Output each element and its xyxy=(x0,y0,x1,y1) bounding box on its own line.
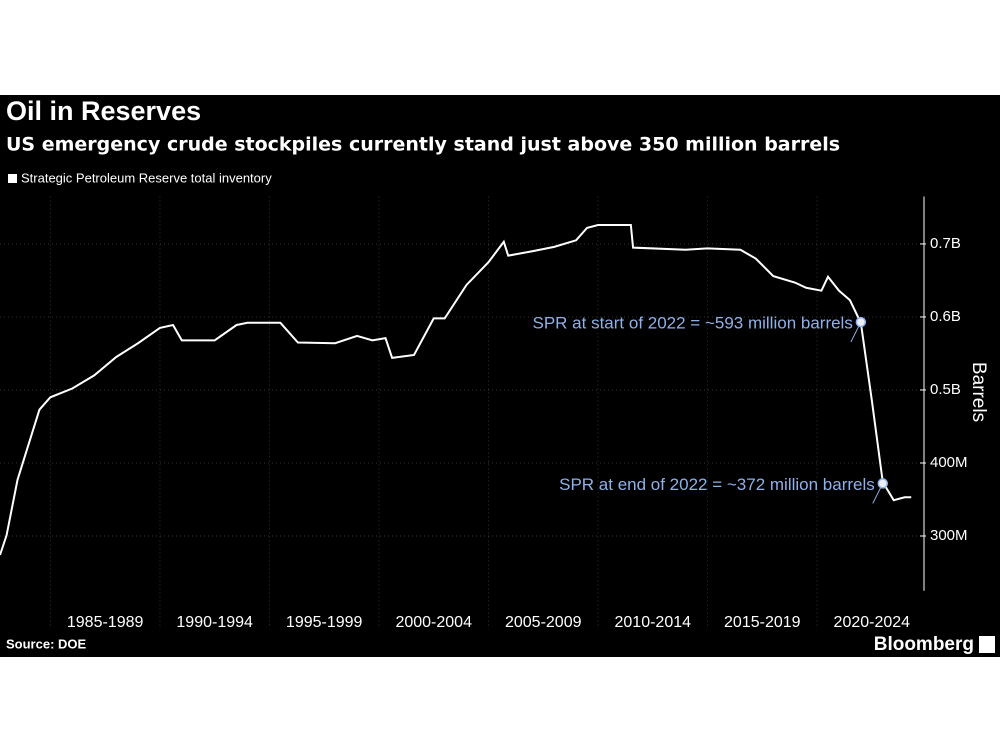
chart-title: Oil in Reserves xyxy=(6,96,201,126)
annotation-text: SPR at end of 2022 = ~372 million barrel… xyxy=(559,475,875,494)
legend-label: Strategic Petroleum Reserve total invent… xyxy=(21,170,272,185)
y-tick-label: 400M xyxy=(930,454,968,471)
x-tick-label: 2020-2024 xyxy=(834,614,911,631)
annotation-text: SPR at start of 2022 = ~593 million barr… xyxy=(533,314,853,333)
x-tick-label: 2005-2009 xyxy=(505,614,582,631)
x-tick-label: 2010-2014 xyxy=(615,614,692,631)
y-tick-label: 0.6B xyxy=(930,308,961,325)
y-tick-label: 0.7B xyxy=(930,235,961,252)
chart-subtitle: US emergency crude stockpiles currently … xyxy=(6,134,840,156)
y-axis-label: Barrels xyxy=(968,362,989,422)
line xyxy=(0,223,912,556)
panel xyxy=(0,95,1000,657)
x-tick-label: 1990-1994 xyxy=(176,614,253,631)
x-tick-label: 1995-1999 xyxy=(286,614,363,631)
credit: Bloomberg xyxy=(874,634,974,655)
y-tick-label: 300M xyxy=(930,527,968,544)
logo-icon xyxy=(979,636,995,653)
y-tick-label: 0.5B xyxy=(930,381,961,398)
x-tick-label: 2000-2004 xyxy=(395,614,472,631)
annotation-point xyxy=(877,478,889,489)
x-tick-label: 1985-1989 xyxy=(67,614,144,631)
x-tick-label: 2015-2019 xyxy=(724,614,801,631)
source: Source: DOE xyxy=(6,636,87,651)
annotation-point xyxy=(855,316,867,328)
legend-swatch xyxy=(8,174,17,183)
